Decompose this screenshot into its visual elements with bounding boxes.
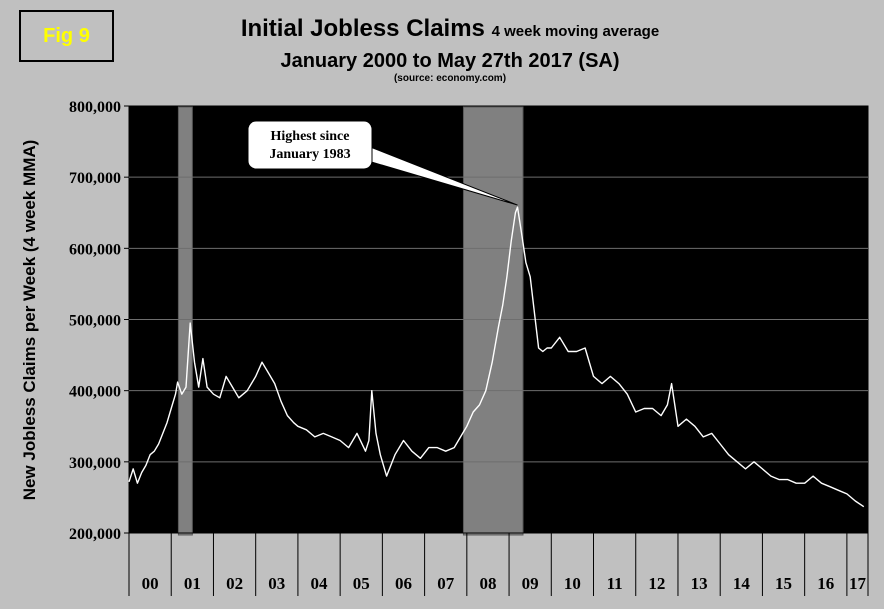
x-year-label: 15 [775, 574, 792, 593]
x-year-label: 01 [184, 574, 201, 593]
x-year-label: 11 [607, 574, 623, 593]
y-tick-labels: 200,000 300,000 400,000 500,000 600,000 700,0… [69, 99, 129, 543]
y-tick-label: 300,000 [69, 455, 121, 472]
recession-band-2 [462, 106, 524, 536]
x-year-label: 06 [395, 574, 412, 593]
x-year-label: 04 [311, 574, 329, 593]
x-year-label: 08 [479, 574, 496, 593]
y-tick-label: 400,000 [69, 384, 121, 401]
chart-subtitle: January 2000 to May 27th 2017 (SA) [280, 50, 620, 72]
x-year-label: 00 [142, 574, 159, 593]
recession-bands [177, 106, 524, 536]
callout-box [247, 120, 373, 170]
series-line-1 [128, 206, 865, 508]
chart-title: Initial Jobless Claims 4 week moving ave… [140, 14, 760, 47]
recession-band-1 [177, 106, 193, 536]
callout-text-line: Highest since [271, 129, 350, 144]
chart-title-suffix: 4 week moving average [491, 23, 660, 40]
figure-number-label: Fig 9 [43, 24, 90, 47]
x-year-label: 05 [353, 574, 370, 593]
y-tick-label: 800,000 [69, 99, 121, 116]
x-year-label: 16 [817, 574, 834, 593]
callout-text-line: January 1983 [269, 147, 350, 162]
y-tick-label: 700,000 [69, 170, 121, 187]
x-year-label: 07 [437, 574, 455, 593]
chart-source: (source: economy.com) [393, 73, 507, 84]
x-year-label: 13 [691, 574, 708, 593]
y-tick-label: 600,000 [69, 241, 121, 258]
y-tick-label: 200,000 [69, 526, 121, 543]
annotation-callout: Highest since January 1983 [247, 120, 518, 206]
figure-number-badge: Fig 9 [19, 10, 114, 62]
y-tick-label: 500,000 [69, 313, 121, 330]
x-year-label: 14 [733, 574, 751, 593]
series-group [128, 206, 865, 508]
callout-joint [351, 140, 367, 160]
x-year-label: 17 [849, 574, 867, 593]
x-year-label: 09 [522, 574, 539, 593]
chart-title-main: Initial Jobless Claims [240, 15, 485, 42]
x-year-label: 12 [648, 574, 665, 593]
grid-lines [129, 176, 868, 463]
x-year-label: 03 [268, 574, 285, 593]
x-year-label: 02 [226, 574, 243, 593]
x-year-label: 10 [564, 574, 581, 593]
x-axis: 00 01 02 03 04 05 06 07 08 09 10 11 12 13 14 15 16 17 [128, 532, 869, 596]
chart-title-block: Initial Jobless Claims 4 week moving ave… [140, 14, 760, 85]
